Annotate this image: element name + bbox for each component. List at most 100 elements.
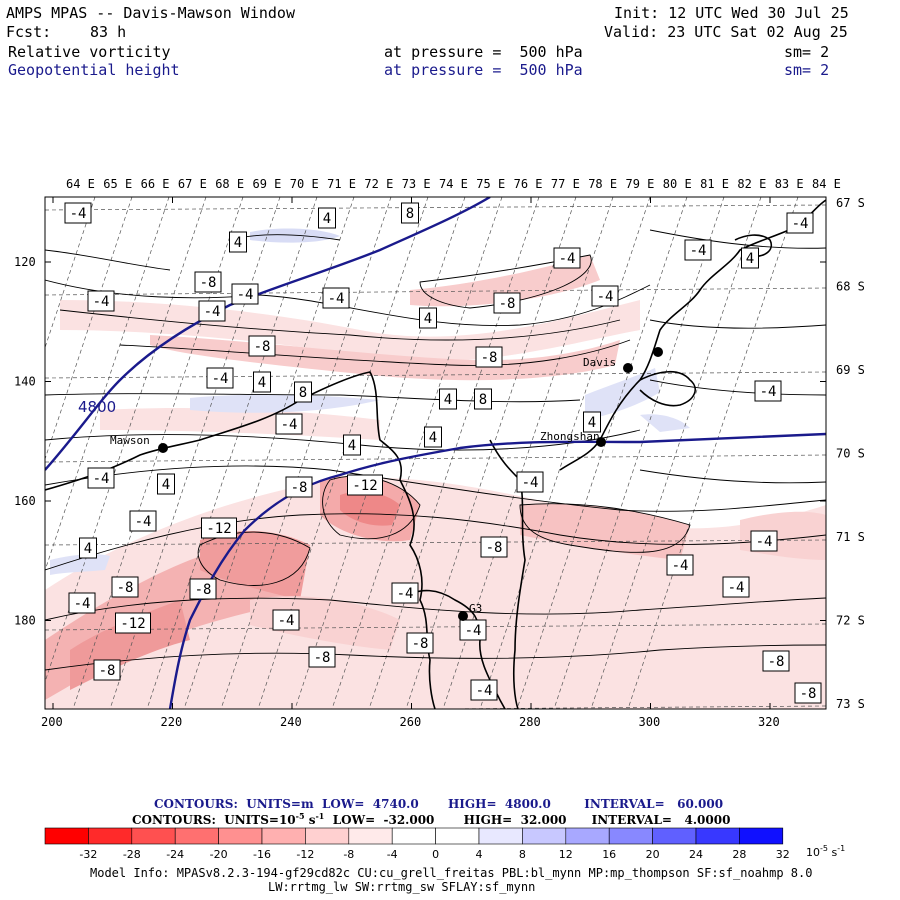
contour-label: 8 bbox=[294, 381, 312, 403]
colorbar-swatch bbox=[88, 827, 133, 845]
contour-label: 4 bbox=[157, 473, 175, 495]
contour-label: -12 bbox=[115, 612, 151, 634]
latitude-label: 72 S bbox=[836, 614, 865, 628]
contour-label: -4 bbox=[87, 290, 115, 312]
svg-text:-4: -4 bbox=[93, 471, 110, 487]
colorbar-label: -28 bbox=[123, 848, 141, 861]
colorbar-label: 28 bbox=[732, 848, 746, 861]
colorbar-label: 4 bbox=[476, 848, 483, 861]
y-tick-label: 120 bbox=[14, 255, 36, 269]
contour-label: -4 bbox=[684, 239, 712, 261]
longitude-label: 76 E bbox=[514, 177, 543, 191]
svg-text:4: 4 bbox=[348, 438, 356, 454]
svg-text:-12: -12 bbox=[206, 521, 231, 537]
contour-label: -8 bbox=[475, 346, 503, 368]
colorbar-swatch bbox=[652, 827, 697, 845]
colorbar-unit: 10-5 s-1 bbox=[806, 844, 845, 859]
svg-text:-8: -8 bbox=[768, 654, 785, 670]
longitude-label: 70 E bbox=[290, 177, 319, 191]
longitude-label: 67 E bbox=[178, 177, 207, 191]
colorbar-label: -24 bbox=[166, 848, 184, 861]
x-tick-label: 300 bbox=[639, 715, 661, 729]
contour-label: -4 bbox=[322, 287, 350, 309]
contour-label: -4 bbox=[666, 554, 694, 576]
contour-label: 4 bbox=[253, 371, 271, 393]
svg-text:Mawson: Mawson bbox=[110, 434, 150, 447]
contour-label: -4 bbox=[459, 619, 487, 641]
contour-label: 8 bbox=[401, 202, 419, 224]
y-tick-label: 140 bbox=[14, 375, 36, 389]
model-info-physics: LW:rrtmg_lw SW:rrtmg_sw SFLAY:sf_mynn bbox=[268, 880, 536, 894]
geopotential-contours bbox=[45, 197, 826, 709]
svg-text:-4: -4 bbox=[522, 475, 539, 491]
longitude-label: 65 E bbox=[103, 177, 132, 191]
svg-text:-8: -8 bbox=[499, 296, 516, 312]
init-time: Init: 12 UTC Wed 30 Jul 25 bbox=[614, 4, 849, 22]
colorbar-label: 16 bbox=[602, 848, 616, 861]
longitude-label: 80 E bbox=[663, 177, 692, 191]
contour-label: -4 bbox=[754, 380, 782, 402]
contour-label: -12 bbox=[347, 474, 383, 496]
station-mawson: Mawson bbox=[110, 434, 168, 453]
latitude-label: 71 S bbox=[836, 530, 865, 544]
svg-text:4: 4 bbox=[84, 541, 92, 557]
longitude-label: 74 E bbox=[439, 177, 468, 191]
contour-label: -4 bbox=[591, 285, 619, 307]
y-tick-label: 160 bbox=[14, 494, 36, 508]
colorbar-swatch bbox=[522, 827, 567, 845]
x-tick-label: 280 bbox=[519, 715, 541, 729]
contour-label: -4 bbox=[64, 202, 92, 224]
station-dot bbox=[653, 347, 663, 357]
colorbar-label: 12 bbox=[559, 848, 573, 861]
svg-text:-4: -4 bbox=[476, 683, 493, 699]
contour-label: -4 bbox=[470, 679, 498, 701]
svg-text:-8: -8 bbox=[200, 275, 217, 291]
svg-text:-4: -4 bbox=[792, 216, 809, 232]
colorbar-label: 0 bbox=[432, 848, 439, 861]
contour-label: -4 bbox=[750, 530, 778, 552]
svg-text:-8: -8 bbox=[254, 339, 271, 355]
station-davis: Davis bbox=[583, 356, 633, 373]
svg-text:8: 8 bbox=[479, 392, 487, 408]
field1-smoothing: sm= 2 bbox=[784, 43, 830, 61]
svg-text:-4: -4 bbox=[690, 243, 707, 259]
longitude-label: 71 E bbox=[327, 177, 356, 191]
svg-text:-4: -4 bbox=[237, 287, 254, 303]
contour-label: 4 bbox=[229, 231, 247, 253]
field1-name: Relative vorticity bbox=[8, 43, 171, 61]
contour-label: -4 bbox=[516, 471, 544, 493]
longitude-label: 81 E bbox=[700, 177, 729, 191]
contour-label: -8 bbox=[493, 292, 521, 314]
longitude-label: 69 E bbox=[253, 177, 282, 191]
colorbar-swatch bbox=[739, 827, 784, 845]
colorbar-swatch bbox=[131, 827, 176, 845]
longitude-label: 84 E bbox=[812, 177, 841, 191]
colorbar-swatch bbox=[348, 827, 393, 845]
longitude-label: 64 E bbox=[66, 177, 95, 191]
colorbar-swatch bbox=[565, 827, 610, 845]
colorbar-swatch bbox=[174, 827, 219, 845]
vorticity-contours bbox=[45, 229, 826, 671]
colorbar-swatch bbox=[478, 827, 523, 845]
colorbar-label: -12 bbox=[296, 848, 314, 861]
contour-label: 4 bbox=[439, 388, 457, 410]
contour-label: -8 bbox=[794, 682, 822, 704]
contour-label: -4 bbox=[206, 367, 234, 389]
contour-label: 8 bbox=[474, 388, 492, 410]
contour-label: -4 bbox=[87, 467, 115, 489]
station-g3: G3 bbox=[458, 602, 482, 621]
latitude-label: 67 S bbox=[836, 196, 865, 210]
svg-text:-4: -4 bbox=[559, 251, 576, 267]
forecast-hour: 83 h bbox=[90, 23, 127, 41]
svg-text:-12: -12 bbox=[120, 616, 145, 632]
contour-label: -8 bbox=[93, 659, 121, 681]
svg-text:-8: -8 bbox=[291, 480, 308, 496]
svg-text:4: 4 bbox=[323, 211, 331, 227]
x-tick-label: 260 bbox=[400, 715, 422, 729]
colorbar-label: 24 bbox=[689, 848, 703, 861]
svg-text:-4: -4 bbox=[328, 291, 345, 307]
contour-label: -8 bbox=[406, 632, 434, 654]
svg-text:-4: -4 bbox=[212, 371, 229, 387]
contour-label: 4 bbox=[79, 537, 97, 559]
svg-text:4: 4 bbox=[258, 375, 266, 391]
